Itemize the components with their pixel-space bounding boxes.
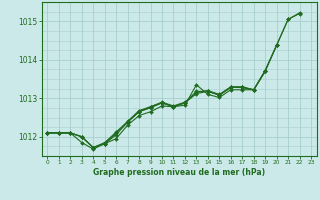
X-axis label: Graphe pression niveau de la mer (hPa): Graphe pression niveau de la mer (hPa) [93, 168, 265, 177]
